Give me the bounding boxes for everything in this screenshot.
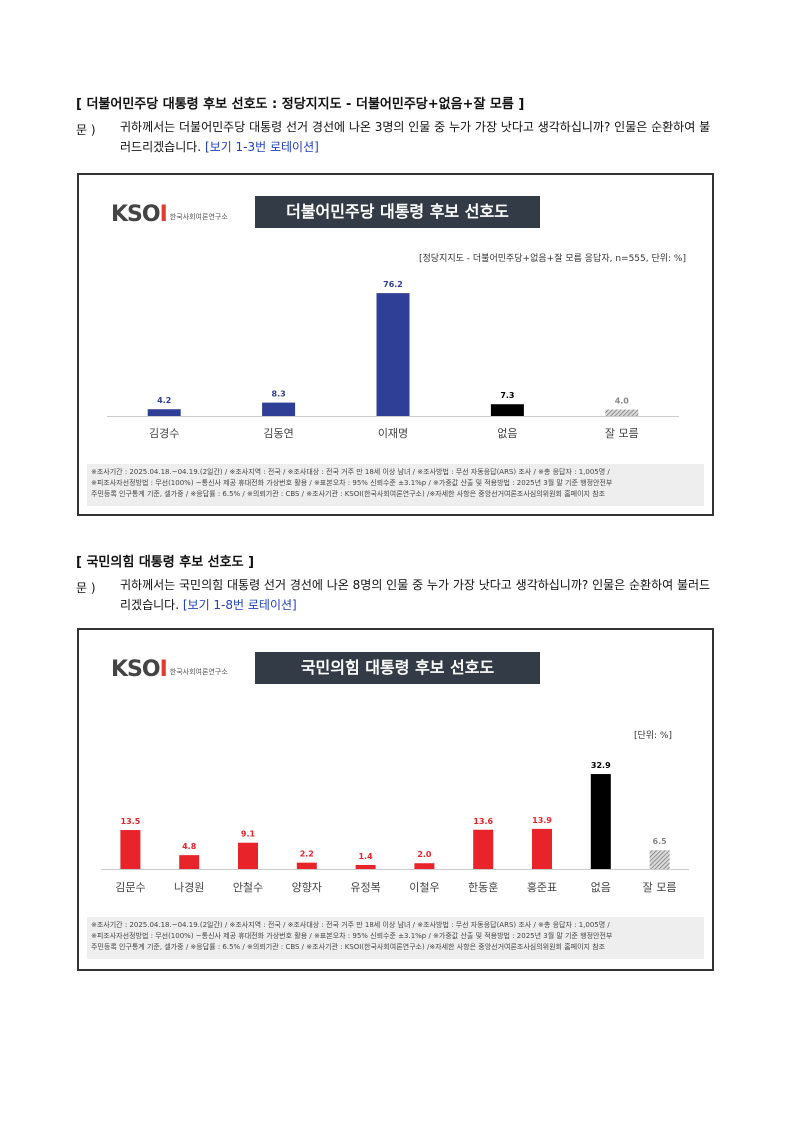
- category-label: 잘 모름: [605, 427, 639, 440]
- footer-line-2: ※피조사자선정방법 : 무선(100%) ~통신사 제공 휴대전화 가상번호 활…: [91, 932, 613, 940]
- bar-나경원: [179, 855, 200, 869]
- category-label: 없음: [497, 427, 517, 440]
- chart-title: 국민의힘 대통령 후보 선호도: [255, 652, 540, 684]
- data-label: 6.5: [653, 837, 668, 846]
- category-label: 안철수: [233, 881, 263, 894]
- category-label: 홍준표: [527, 880, 557, 894]
- rotation-note: [보기 1-3번 로테이션]: [204, 140, 319, 154]
- section-title-ppp: [ 국민의힘 대통령 후보 선호도 ]: [76, 555, 255, 570]
- footer-line-3: 주민등록 인구통계 기준, 셀가중 / ※응답률 : 6.5% / ※의뢰기관 …: [91, 943, 606, 951]
- bar-chart-ppp: 13.5 김문수 4.8 나경원 9.1 안철수 2.2 양향자 1.4 유정복 2.0 이철우 13.…: [101, 761, 689, 894]
- logo-subtext: 한국사회여론연구소: [169, 668, 228, 676]
- bar-없음: [590, 774, 611, 869]
- chart-panel-democratic: KSOI 한국사회여론연구소 더불어민주당 대통령 후보 선호도 [정당지지도 …: [77, 173, 714, 516]
- category-label: 유정복: [350, 881, 380, 894]
- bar-홍준표: [532, 828, 552, 869]
- data-label: 13.6: [473, 817, 493, 826]
- category-label: 한동훈: [468, 881, 498, 894]
- question-body: 귀하께서는 더불어민주당 대통령 선거 경선에 나온 3명의 인물 중 누가 가…: [120, 120, 711, 154]
- chart-panel-ppp: KSOI 한국사회여론연구소 국민의힘 대통령 후보 선호도 [단위: %] 1…: [77, 628, 714, 971]
- data-label: 13.9: [532, 816, 552, 825]
- chart-subtitle: [단위: %]: [633, 731, 672, 741]
- data-label: 13.5: [121, 817, 141, 826]
- bar-없음: [490, 404, 524, 416]
- logo-subtext: 한국사회여론연구소: [169, 213, 228, 221]
- bar-양향자: [296, 862, 317, 869]
- data-label: 76.2: [383, 280, 403, 289]
- footer-line-1: ※조사기간 : 2025.04.18.~04.19.(2일간) / ※조사지역 …: [91, 468, 610, 476]
- question-label: 문 ): [76, 581, 96, 595]
- bar-잘 모름: [649, 850, 670, 869]
- data-label: 8.3: [272, 390, 286, 399]
- data-label: 2.0: [417, 850, 432, 859]
- data-label: 7.3: [500, 391, 514, 400]
- data-label: 9.1: [241, 830, 256, 839]
- category-label: 나경원: [174, 881, 204, 894]
- bar-김경수: [147, 409, 181, 416]
- question-body: 귀하께서는 국민의힘 대통령 선거 경선에 나온 8명의 인물 중 누가 가장 …: [120, 578, 711, 612]
- ksoi-logo: KSOI 한국사회여론연구소: [111, 656, 228, 682]
- bar-chart-democratic: 4.2 김경수 8.3 김동연 76.2 이재명 7.3 없음 4.0 잘 모름: [107, 280, 679, 440]
- bar-한동훈: [473, 829, 494, 869]
- category-label: 이재명: [378, 427, 408, 440]
- ksoi-logo: KSOI 한국사회여론연구소: [111, 201, 228, 227]
- footer-line-2: ※피조사자선정방법 : 무선(100%) ~통신사 제공 휴대전화 가상번호 활…: [91, 479, 613, 487]
- bar-김문수: [120, 830, 141, 869]
- data-label: 4.0: [615, 397, 630, 406]
- bar-이재명: [376, 293, 410, 416]
- category-label: 김경수: [149, 427, 179, 440]
- chart-title: 더불어민주당 대통령 후보 선호도: [255, 196, 540, 228]
- category-label: 양향자: [292, 881, 322, 894]
- category-label: 잘 모름: [643, 881, 677, 894]
- data-label: 4.8: [182, 842, 197, 851]
- bar-김동연: [262, 402, 296, 416]
- rotation-note: [보기 1-8번 로테이션]: [182, 598, 297, 612]
- question-text: 귀하께서는 더불어민주당 대통령 선거 경선에 나온 3명의 인물 중 누가 가…: [120, 117, 720, 157]
- category-label: 김문수: [115, 881, 145, 894]
- bar-잘 모름: [605, 409, 639, 416]
- bar-유정복: [355, 864, 376, 869]
- chart-subtitle: [정당지지도 - 더불어민주당+없음+잘 모름 응답자, n=555, 단위: …: [419, 254, 686, 264]
- question-label: 문 ): [76, 123, 96, 137]
- survey-footer: ※조사기간 : 2025.04.18.~04.19.(2일간) / ※조사지역 …: [87, 464, 704, 506]
- data-label: 4.2: [157, 396, 171, 405]
- logo-mark: KSOI: [111, 657, 168, 682]
- section-title-democratic: [ 더불어민주당 대통령 후보 선호도 : 정당지지도 - 더불어민주당+없음+…: [76, 97, 525, 112]
- footer-line-1: ※조사기간 : 2025.04.18.~04.19.(2일간) / ※조사지역 …: [91, 921, 610, 929]
- data-label: 2.2: [300, 850, 314, 859]
- bar-이철우: [414, 863, 435, 869]
- data-label: 32.9: [591, 761, 611, 770]
- footer-line-3: 주민등록 인구통계 기준, 셀가중 / ※응답률 : 6.5% / ※의뢰기관 …: [91, 490, 606, 498]
- bar-안철수: [238, 842, 258, 869]
- data-label: 1.4: [359, 852, 374, 861]
- survey-footer: ※조사기간 : 2025.04.18.~04.19.(2일간) / ※조사지역 …: [87, 917, 704, 959]
- category-label: 이철우: [409, 881, 439, 894]
- question-text: 귀하께서는 국민의힘 대통령 선거 경선에 나온 8명의 인물 중 누가 가장 …: [120, 575, 720, 615]
- logo-mark: KSOI: [111, 202, 168, 227]
- category-label: 김동연: [263, 427, 293, 440]
- category-label: 없음: [591, 881, 611, 894]
